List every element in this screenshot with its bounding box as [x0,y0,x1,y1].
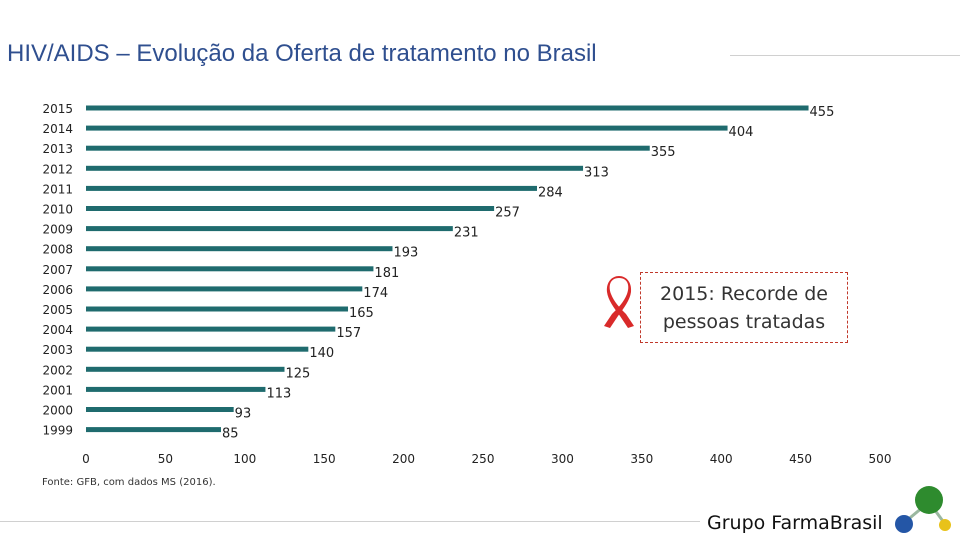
bar-2011 [86,185,537,191]
x-tick-label-350: 350 [630,452,653,466]
bar-2013 [86,145,650,151]
y-tick-label-2012: 2012 [42,162,73,176]
data-label-2007: 181 [374,266,399,281]
data-label-2010: 257 [495,206,520,221]
data-label-2004: 157 [336,326,361,341]
data-label-2003: 140 [309,346,334,361]
y-tick-label-2013: 2013 [42,142,73,156]
x-tick-label-500: 500 [869,452,892,466]
bar-2015 [86,105,809,111]
y-tick-label-2006: 2006 [42,283,73,297]
aids-ribbon-icon [598,274,640,335]
x-tick-label-400: 400 [710,452,733,466]
bar-2006 [86,286,363,292]
data-label-2002: 125 [286,366,311,381]
bar-2007 [86,266,374,272]
bar-2012 [86,165,584,171]
data-label-2013: 355 [651,145,676,160]
data-label-2011: 284 [538,185,563,200]
title-divider [730,55,960,56]
y-tick-label-2004: 2004 [42,323,73,337]
bar-2003 [86,346,309,352]
data-label-2001: 113 [266,386,291,401]
y-tick-label-2014: 2014 [42,122,73,136]
data-label-2005: 165 [349,306,374,321]
brand-name: Grupo FarmaBrasil [707,512,883,534]
data-label-2012: 313 [584,165,609,180]
y-tick-label-2005: 2005 [42,303,73,317]
y-tick-label-2001: 2001 [42,383,73,397]
y-tick-label-1999: 1999 [42,424,73,438]
data-label-1999: 85 [222,427,239,442]
grupo-farmabrasil-logo [893,482,957,543]
y-tick-labels: 2015 2014 2013 2012 2011 2010 2009 2008 2007 2006… [42,102,73,438]
x-tick-label-50: 50 [158,452,173,466]
data-label-2000: 93 [235,407,252,422]
data-label-2006: 174 [363,286,388,301]
bar-2008 [86,246,393,252]
y-tick-label-2003: 2003 [42,343,73,357]
y-tick-label-2011: 2011 [42,182,73,196]
data-label-2009: 231 [454,226,479,241]
bar-2010 [86,206,495,211]
y-tick-label-2007: 2007 [42,263,73,277]
bar-2001 [86,386,266,392]
y-tick-label-2010: 2010 [42,203,73,217]
y-tick-label-2008: 2008 [42,243,73,257]
bar-1999 [86,427,221,433]
page-title: HIV/AIDS – Evolução da Oferta de tratame… [7,40,597,67]
bar-2014 [86,125,728,131]
x-tick-labels: 0 50 100 150 200 250 300 350 400 450 500 [82,452,891,466]
bar-2000 [86,407,234,412]
x-tick-label-0: 0 [82,452,90,466]
x-tick-label-250: 250 [472,452,495,466]
bar-2004 [86,326,336,332]
callout-text: 2015: Recorde de pessoas tratadas [660,282,828,333]
x-tick-label-450: 450 [789,452,812,466]
record-callout: 2015: Recorde de pessoas tratadas [640,272,848,343]
bar-2005 [86,306,349,312]
bar-2009 [86,226,453,232]
y-tick-label-2009: 2009 [42,223,73,237]
y-tick-label-2015: 2015 [42,102,73,116]
source-note: Fonte: GFB, com dados MS (2016). [42,477,216,488]
y-tick-label-2000: 2000 [42,404,73,418]
x-tick-label-200: 200 [392,452,415,466]
x-tick-label-150: 150 [313,452,336,466]
x-tick-label-100: 100 [233,452,256,466]
x-tick-label-300: 300 [551,452,574,466]
data-label-2008: 193 [393,246,418,261]
data-label-2014: 404 [729,125,754,140]
y-tick-label-2002: 2002 [42,363,73,377]
bar-2002 [86,366,285,372]
data-label-2015: 455 [810,105,835,120]
footer-divider [0,521,700,522]
